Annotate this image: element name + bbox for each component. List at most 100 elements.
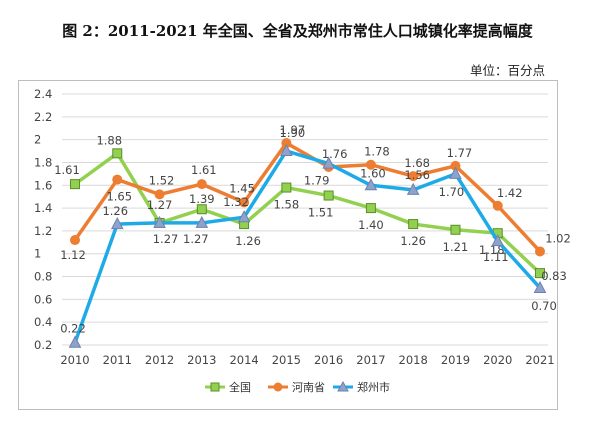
data-point	[491, 234, 505, 247]
data-label: 1.76	[322, 147, 348, 161]
data-label: 0.83	[541, 269, 567, 283]
y-tick-label: 0.8	[34, 270, 52, 284]
data-label: 1.61	[54, 163, 80, 177]
x-tick-label: 2011	[103, 353, 132, 367]
data-label: 1.02	[545, 231, 571, 245]
data-point	[110, 216, 124, 230]
data-point	[450, 160, 461, 171]
data-label: 1.45	[229, 181, 255, 195]
legend-label: 郑州市	[357, 380, 390, 394]
x-tick-label: 2016	[314, 353, 343, 367]
data-point	[408, 171, 419, 182]
legend-marker	[337, 380, 349, 392]
series-line-全国	[73, 151, 542, 275]
data-point	[408, 219, 419, 230]
data-label: 1.68	[404, 156, 430, 170]
x-tick-label: 2021	[525, 353, 554, 367]
series-line-郑州市	[73, 149, 542, 345]
unit-label: 单位：百分点	[469, 63, 545, 78]
data-point	[195, 215, 209, 228]
data-point	[239, 197, 250, 208]
data-label: 1.90	[280, 126, 306, 140]
data-label: 1.26	[235, 234, 261, 248]
data-label: 1.27	[147, 198, 173, 212]
data-point	[364, 178, 378, 191]
data-label: 1.39	[189, 192, 215, 206]
data-label: 1.56	[404, 168, 430, 182]
x-tick-label: 2013	[187, 353, 216, 367]
data-point	[450, 224, 461, 235]
legend-label: 河南省	[292, 381, 325, 394]
data-point	[449, 166, 462, 179]
data-label: 1.61	[191, 163, 217, 177]
data-label: 1.27	[183, 232, 209, 246]
data-label: 1.26	[102, 204, 128, 218]
data-point	[280, 143, 293, 157]
data-point	[112, 174, 123, 185]
data-point	[365, 203, 376, 214]
x-tick-label: 2019	[441, 353, 470, 367]
data-label: 1.70	[439, 185, 465, 199]
y-tick-label: 2.2	[34, 110, 52, 124]
data-point	[281, 138, 292, 149]
y-tick-label: 0.4	[34, 315, 52, 329]
chart-frame	[18, 80, 558, 410]
data-label: 1.78	[364, 145, 390, 159]
series-line-河南省	[73, 141, 542, 254]
data-point	[365, 159, 376, 170]
data-label: 1.26	[400, 234, 426, 248]
data-point	[196, 204, 207, 215]
data-point	[492, 200, 503, 211]
data-point	[323, 190, 334, 201]
chart-title: 图 2：2011-2021 年全国、全省及郑州市常住人口城镇化率提高幅度	[62, 22, 533, 40]
data-label: 1.18	[479, 243, 505, 257]
data-label: 1.52	[149, 173, 175, 187]
y-tick-label: 0.2	[34, 338, 52, 352]
data-point	[535, 268, 545, 279]
legend-label: 全国	[229, 380, 251, 394]
x-tick-label: 2014	[229, 353, 258, 367]
x-tick-label: 2015	[272, 353, 301, 367]
data-point	[237, 210, 251, 223]
data-point	[153, 215, 166, 228]
y-tick-label: 1.4	[34, 201, 52, 215]
y-tick-label: 1	[34, 247, 41, 261]
data-point	[112, 148, 123, 159]
data-label: 1.40	[358, 218, 384, 232]
data-label: 1.12	[60, 248, 86, 262]
y-tick-label: 0.6	[34, 292, 52, 306]
data-label: 1.97	[280, 123, 306, 137]
data-label: 1.32	[223, 195, 249, 209]
x-tick-label: 2012	[145, 353, 174, 367]
x-tick-label: 2020	[483, 353, 512, 367]
data-point	[535, 246, 545, 257]
data-point	[70, 235, 80, 246]
data-label: 1.21	[443, 240, 469, 254]
data-point	[68, 335, 82, 348]
data-label: 0.70	[531, 299, 557, 313]
y-tick-label: 1.8	[34, 155, 52, 169]
data-label: 1.51	[308, 206, 334, 220]
data-label: 1.27	[153, 232, 179, 246]
legend-marker	[210, 382, 220, 392]
data-point	[533, 280, 547, 293]
data-point	[154, 189, 165, 200]
data-point	[322, 156, 335, 169]
data-label: 1.77	[447, 146, 473, 160]
x-tick-label: 2018	[399, 353, 428, 367]
data-point	[196, 179, 207, 190]
data-point	[406, 182, 420, 195]
x-tick-label: 2017	[356, 353, 385, 367]
x-tick-label: 2010	[60, 353, 89, 367]
y-tick-label: 2.4	[34, 87, 52, 101]
data-label: 1.60	[360, 166, 386, 180]
y-tick-label: 2	[34, 133, 41, 147]
data-label: 1.65	[106, 190, 132, 204]
data-label: 1.79	[304, 174, 330, 188]
data-label: 1.42	[497, 186, 523, 200]
data-point	[281, 182, 292, 193]
data-label: 1.11	[483, 250, 509, 264]
y-tick-label: 1.2	[34, 224, 52, 238]
y-tick-label: 1.6	[34, 178, 52, 192]
